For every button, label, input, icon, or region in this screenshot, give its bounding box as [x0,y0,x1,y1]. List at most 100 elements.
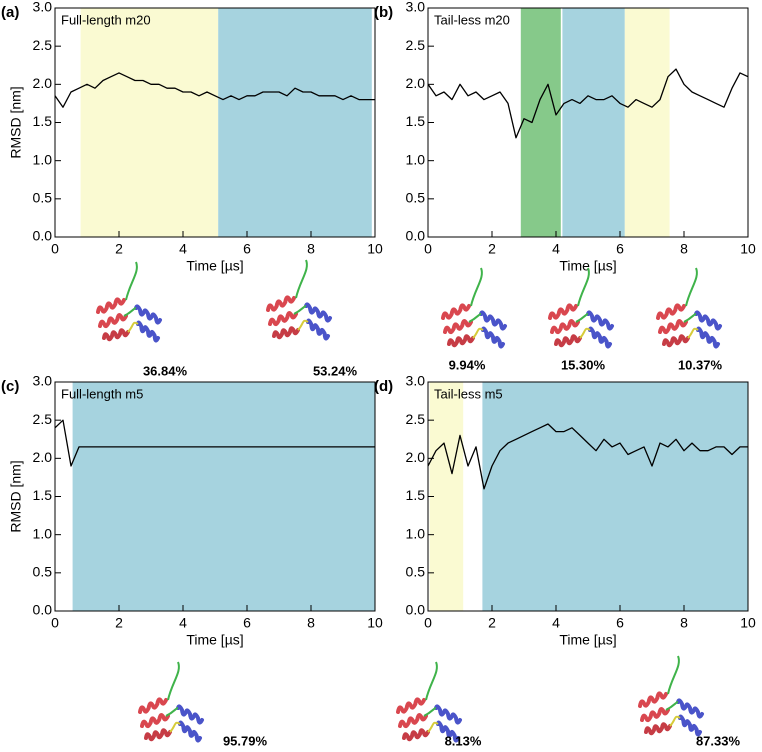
y-tick-label: 0.5 [406,564,426,580]
helix [662,334,690,348]
y-tick-label: 0.0 [33,228,53,244]
helix [554,334,582,348]
x-tick-label: 2 [488,615,496,631]
panel-title: Full-length m20 [61,12,151,27]
protein-structure [396,661,462,743]
panel-title: Tail-less m5 [434,386,503,401]
panel-label: (b) [374,4,393,21]
y-tick-label: 1.5 [406,113,426,129]
x-tick-label: 0 [424,615,432,631]
loop [687,327,699,339]
x-tick-label: 2 [488,241,496,257]
x-tick-label: 2 [115,615,123,631]
protein-structure [441,267,507,349]
state-span [482,382,748,611]
helix [550,319,580,335]
population-label: 9.94% [449,357,486,372]
helix [676,698,704,719]
helix [136,320,160,343]
helix [98,313,128,329]
x-axis-label: Time [µs] [186,258,243,274]
helix [268,311,298,327]
y-tick-label: 2.5 [33,37,53,53]
x-tick-label: 0 [51,241,59,257]
helix [548,303,578,320]
panel-label: (c) [1,378,19,395]
panel-label: (a) [1,4,19,21]
loop [293,259,308,315]
x-tick-label: 8 [680,615,688,631]
helix [178,720,202,743]
x-tick-label: 8 [307,615,315,631]
helix [134,304,162,325]
loop [575,267,590,323]
y-tick-label: 1.5 [33,487,53,503]
x-tick-label: 6 [243,241,251,257]
state-span [429,382,464,611]
x-tick-label: 4 [179,241,187,257]
helix [96,297,126,314]
rmsd-line [54,72,375,108]
y-tick-label: 3.0 [406,373,426,389]
y-tick-label: 2.5 [406,37,426,53]
y-tick-label: 0.5 [33,190,53,206]
loop [423,661,438,717]
y-tick-label: 2.0 [33,449,53,465]
protein-structure [656,267,722,349]
helix [644,722,672,736]
helix [306,318,330,341]
protein-structure [96,261,162,343]
y-tick-label: 3.0 [33,373,53,389]
helix [481,326,505,349]
protein-structure [266,259,332,341]
helix [441,303,471,320]
x-tick-label: 0 [424,241,432,257]
loop [579,327,591,339]
helix [694,310,722,331]
x-tick-label: 8 [307,241,315,257]
y-tick-label: 0.0 [406,602,426,618]
y-tick-label: 0.5 [33,564,53,580]
helix [434,704,462,725]
helix [398,713,428,729]
x-axis-label: Time [µs] [559,632,616,648]
state-span [562,8,625,237]
helix [658,319,688,335]
y-tick-label: 0.0 [33,602,53,618]
x-tick-label: 6 [616,615,624,631]
helix [586,310,614,331]
rmsd-line [427,68,749,139]
x-tick-label: 4 [552,615,560,631]
helix [396,697,426,714]
x-tick-label: 0 [51,615,59,631]
population-label: 87.33% [696,733,741,748]
y-tick-label: 2.0 [406,449,426,465]
helix [638,691,668,708]
y-tick-label: 2.5 [406,411,426,427]
x-tick-label: 10 [740,615,756,631]
y-tick-label: 0.5 [406,190,426,206]
x-tick-label: 2 [115,241,123,257]
helix [140,713,170,729]
helix [640,707,670,723]
x-tick-label: 6 [243,615,251,631]
helix [678,714,702,737]
y-tick-label: 1.5 [33,113,53,129]
y-tick-label: 1.0 [33,525,53,541]
population-label: 8.13% [445,733,482,748]
helix [447,334,475,348]
helix [696,326,720,349]
state-span [218,8,372,237]
helix [656,303,686,320]
loop [468,267,483,323]
y-tick-label: 3.0 [406,0,426,15]
x-tick-label: 4 [552,241,560,257]
y-axis-label: RMSD [nm] [8,460,24,532]
y-tick-label: 2.0 [33,75,53,91]
protein-structure [638,655,704,737]
y-tick-label: 1.0 [406,151,426,167]
protein-structure [548,267,614,349]
helix [443,319,473,335]
state-span [80,8,219,237]
loop [669,715,681,727]
